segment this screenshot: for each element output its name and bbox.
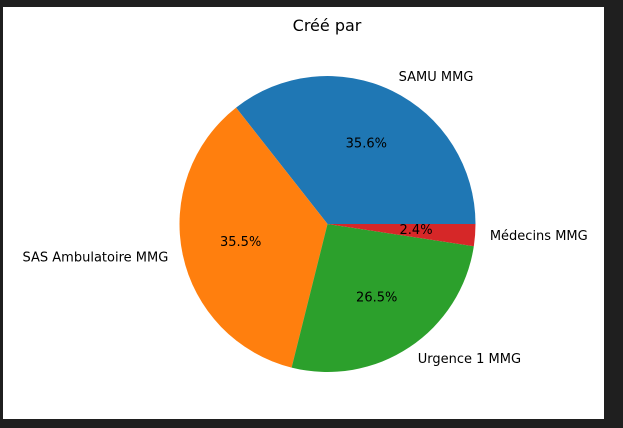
slice-percent-label: 35.6%	[346, 137, 387, 152]
chart-title: Créé par	[293, 16, 362, 35]
pie-chart: Créé par 35.6% SAMU MMG 35.5% SAS Ambulatoi…	[23, 16, 588, 372]
chart-canvas: Créé par 35.6% SAMU MMG 35.5% SAS Ambulatoi…	[3, 7, 604, 419]
pie-slice-2	[291, 224, 474, 372]
pie-labels: 35.6% SAMU MMG 35.5% SAS Ambulatoire MMG 26.…	[23, 70, 588, 367]
slice-category-label: SAS Ambulatoire MMG	[23, 251, 169, 266]
pie-slices	[179, 75, 476, 372]
slice-category-label: SAMU MMG	[399, 70, 474, 85]
slice-category-label: Urgence 1 MMG	[418, 352, 521, 367]
slice-category-label: Médecins MMG	[490, 229, 588, 244]
slice-percent-label: 26.5%	[356, 290, 397, 305]
slice-percent-label: 2.4%	[400, 223, 433, 238]
slice-percent-label: 35.5%	[220, 235, 261, 250]
pie-slice-0	[236, 75, 476, 224]
pie-slice-1	[179, 107, 328, 368]
pie-slice-3	[327, 224, 476, 247]
